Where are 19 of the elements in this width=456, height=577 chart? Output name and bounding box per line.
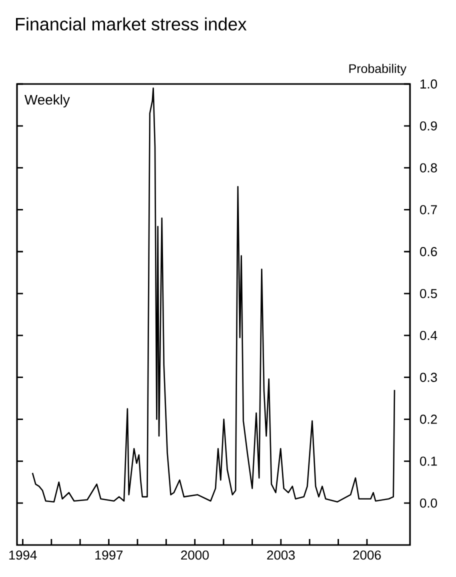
chart-title: Financial market stress index [16,17,247,30]
y-tick-label: 0.3 [420,372,437,382]
y-tick-label: 0.1 [420,456,437,466]
y-axis-title: Probability [349,64,406,76]
x-tick-label: 2006 [353,550,381,560]
y-tick-label: 0.9 [420,121,437,130]
y-tick-label: 1.0 [420,79,438,89]
y-tick-label: 0.4 [420,330,438,340]
x-tick-label: 2003 [267,550,295,560]
y-tick-label: 0.7 [420,205,437,214]
x-tick-label: 1997 [95,550,123,560]
x-tick-label: 1994 [9,550,37,560]
x-tick-label: 2000 [181,550,209,560]
y-tick-label: 0.8 [420,163,437,172]
y-tick-label: 0.6 [420,247,437,256]
annotation: Weekly [24,94,70,108]
y-tick-label: 0.2 [420,414,437,424]
y-tick-label: 0.0 [420,498,438,508]
y-tick-label: 0.5 [420,288,437,298]
